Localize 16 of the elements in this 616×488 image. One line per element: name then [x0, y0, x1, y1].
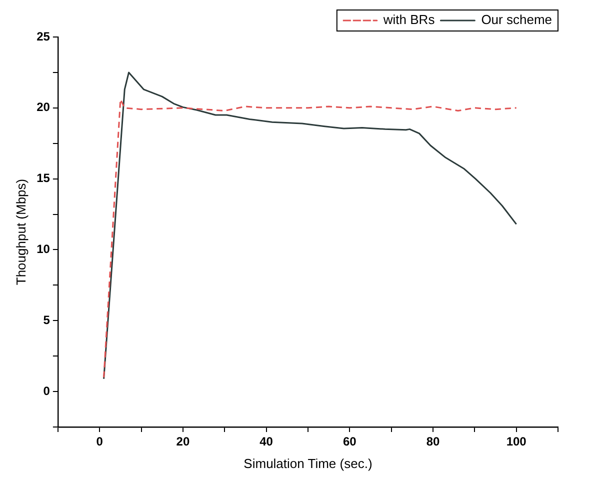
x-tick-label: 100	[506, 434, 527, 449]
y-tick-label: 10	[36, 242, 50, 256]
legend-label: Our scheme	[481, 12, 552, 28]
y-tick-label: 20	[36, 100, 50, 114]
x-tick-label: 80	[426, 434, 440, 449]
x-axis-title: Simulation Time (sec.)	[244, 456, 372, 471]
y-axis-title: Thoughput (Mbps)	[13, 178, 28, 286]
x-tick-label: 20	[176, 434, 190, 449]
x-tick-label: 40	[260, 434, 274, 449]
y-tick-label: 5	[43, 312, 50, 327]
y-tick-label: 0	[43, 384, 50, 398]
y-tick-label: 25	[36, 29, 50, 44]
x-tick-label: 60	[342, 434, 357, 449]
x-tick-label: 0	[96, 434, 104, 449]
legend-label: with BRs	[382, 12, 436, 28]
y-tick-label: 15	[36, 171, 50, 186]
